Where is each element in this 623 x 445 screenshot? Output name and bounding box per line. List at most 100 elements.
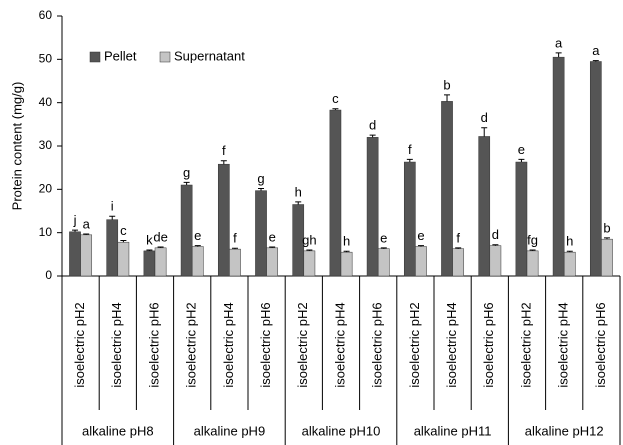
significance-letter: h: [343, 234, 350, 249]
group-label: alkaline pH10: [302, 423, 381, 438]
group-label: alkaline pH11: [414, 423, 492, 438]
group-label: alkaline pH8: [82, 423, 154, 438]
bar: [526, 250, 539, 277]
error-bar: [455, 247, 462, 249]
x-tick-label: isoelectric pH4: [332, 302, 347, 387]
error-bar: [157, 246, 164, 248]
error-bar: [417, 245, 424, 247]
bar: [478, 136, 491, 277]
error-bar: [220, 160, 227, 165]
bar: [80, 234, 93, 277]
x-tick-label: isoelectric pH6: [258, 302, 273, 387]
error-bar: [194, 245, 201, 247]
significance-letter: e: [194, 228, 201, 243]
group-label: alkaline pH9: [194, 423, 266, 438]
bar: [217, 163, 230, 277]
error-bar: [83, 233, 90, 235]
error-bar: [380, 247, 387, 249]
error-bar: [518, 158, 525, 163]
error-bar: [183, 181, 190, 185]
legend-swatch: [159, 51, 171, 63]
x-tick-label: isoelectric pH2: [184, 302, 199, 387]
significance-letter: e: [417, 228, 424, 243]
bar: [329, 109, 342, 277]
error-bar: [343, 250, 350, 253]
bar: [266, 247, 279, 277]
legend-label: Pellet: [104, 48, 137, 63]
significance-letter: e: [380, 230, 387, 245]
bar: [340, 251, 353, 277]
bar: [303, 250, 316, 277]
bar: [601, 238, 613, 277]
error-bar: [120, 239, 127, 243]
bar: [143, 250, 156, 277]
bar: [191, 246, 204, 277]
bar: [117, 241, 130, 277]
error-bar: [603, 237, 610, 240]
significance-letter: fg: [527, 232, 538, 247]
significance-letter: e: [269, 229, 276, 244]
significance-letter: a: [83, 216, 91, 231]
bar: [255, 190, 267, 277]
error-bar: [555, 52, 562, 58]
significance-letter: g: [183, 165, 190, 180]
y-tick-label: 50: [39, 52, 53, 66]
significance-letter: f: [222, 143, 226, 158]
significance-letter: c: [332, 91, 339, 106]
error-bar: [72, 229, 79, 232]
bar: [106, 219, 119, 277]
error-bar: [592, 60, 599, 62]
bar: [377, 248, 390, 277]
error-bar: [146, 249, 153, 251]
significance-letter: j: [73, 213, 77, 228]
error-bar: [369, 134, 376, 138]
error-bar: [492, 244, 499, 246]
bar: [563, 251, 576, 277]
significance-letter: b: [443, 77, 450, 92]
x-tick-label: isoelectric pH4: [109, 302, 124, 387]
bar: [366, 137, 379, 277]
significance-letter: b: [603, 220, 610, 235]
error-bar: [109, 215, 116, 220]
bar: [489, 245, 502, 277]
y-tick-label: 40: [39, 95, 53, 109]
bar: [589, 61, 602, 277]
error-bar: [295, 201, 302, 205]
significance-letter: f: [233, 231, 237, 246]
x-tick-label: isoelectric pH6: [370, 302, 385, 387]
x-tick-label: isoelectric pH2: [295, 302, 310, 387]
x-tick-label: isoelectric pH6: [481, 302, 496, 387]
significance-letter: g: [257, 171, 264, 186]
bar: [154, 247, 167, 277]
x-tick-label: isoelectric pH6: [593, 302, 608, 387]
significance-letter: d: [369, 118, 376, 133]
error-bar: [529, 249, 536, 251]
bar: [452, 248, 465, 277]
error-bar: [269, 246, 276, 248]
x-tick-label: isoelectric pH4: [444, 302, 459, 387]
legend-label: Supernatant: [174, 48, 245, 63]
error-bar: [481, 127, 488, 137]
bar: [515, 161, 528, 277]
x-tick-label: isoelectric pH6: [146, 302, 161, 387]
significance-letter: a: [592, 43, 600, 58]
group-label: alkaline pH12: [525, 423, 604, 438]
y-tick-label: 20: [39, 182, 53, 196]
significance-letter: e: [518, 142, 525, 157]
bar: [403, 161, 416, 277]
y-tick-label: 60: [39, 8, 53, 22]
error-bar: [306, 249, 313, 251]
error-bar: [231, 247, 238, 250]
significance-letter: h: [566, 234, 573, 249]
significance-letter: k: [146, 232, 153, 247]
legend-swatch: [89, 51, 101, 63]
y-axis-label: Protein content (mg/g): [9, 82, 24, 211]
bar: [180, 184, 193, 277]
error-bar: [258, 187, 265, 191]
x-tick-label: isoelectric pH2: [518, 302, 533, 387]
significance-letter: c: [120, 223, 127, 238]
significance-letter: f: [408, 142, 412, 157]
y-tick-label: 30: [39, 138, 53, 152]
significance-letter: a: [555, 35, 563, 50]
error-bar: [444, 94, 451, 102]
